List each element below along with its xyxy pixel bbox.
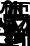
Text: the parameters in the text.: the parameters in the text. [0,39,30,46]
Text: pure carbon dioxide cannot be adequately represented by a: pure carbon dioxide cannot be adequately… [3,14,30,46]
Text: Ewald’s results²² and may be combined with the measurements at: Ewald’s results²² and may be combined wi… [3,5,30,42]
Text: room temperature of Michels and Boerboom,⁴⁷ of Cottrell and his: room temperature of Michels and Boerboom… [3,6,30,43]
Text: spherical potential. Figure 18 shows that they give only a moderate: spherical potential. Figure 18 shows tha… [3,15,30,46]
Text: ε₁₂/k = 90°K;     σ₁₂ = 3.68 A: ε₁₂/k = 90°K; σ₁₂ = 3.68 A [0,12,30,46]
Text: for helium + carbon dioxide: for helium + carbon dioxide [3,8,30,44]
Text: D₁₂cm²sec⁻¹: D₁₂cm²sec⁻¹ [0,0,18,46]
Text: These parameters cannot be compared with Eqs. 9 and 10, since: These parameters cannot be compared with… [3,13,30,46]
Text: J. S. ROWLINSON AND M. J. RICHARDSON: J. S. ROWLINSON AND M. J. RICHARDSON [0,1,30,38]
Text: Corte, and Moesta;  ●, Lonsdale and Mason. The line is calculated from: Corte, and Moesta; ●, Lonsdale and Mason… [0,38,30,46]
Text: Fig. 18. Diffusion coefficient D₁₂ for hydrogen+carbon dioxide. ▲, measure-: Fig. 18. Diffusion coefficient D₁₂ for h… [0,36,30,46]
Text: and for hydrogen + carbon dioxide: and for hydrogen + carbon dioxide [3,10,30,46]
Text: ε₁₂/k = 48°K;     σ₁₂ = 3.73 A: ε₁₂/k = 48°K; σ₁₂ = 3.73 A [0,9,30,46]
Text: 110: 110 [3,1,30,38]
Text: ment of Boardman and Wild; △, Waldmann; ∇, Boyd, et al.; O, Schäfer,: ment of Boardman and Wild; △, Waldmann; … [0,37,30,46]
Text: C. Helium + Carbon Dioxide, Hydrogen + Carbon Dioxide: C. Helium + Carbon Dioxide, Hydrogen + C… [0,2,30,44]
Text: colleagues,¹¹· ¹² and of Harper and Miller,³² to give the parameters: colleagues,¹¹· ¹² and of Harper and Mill… [3,7,30,44]
Text: The virial coefficients at 190°K have been calculated from: The virial coefficients at 190°K have be… [3,4,30,40]
